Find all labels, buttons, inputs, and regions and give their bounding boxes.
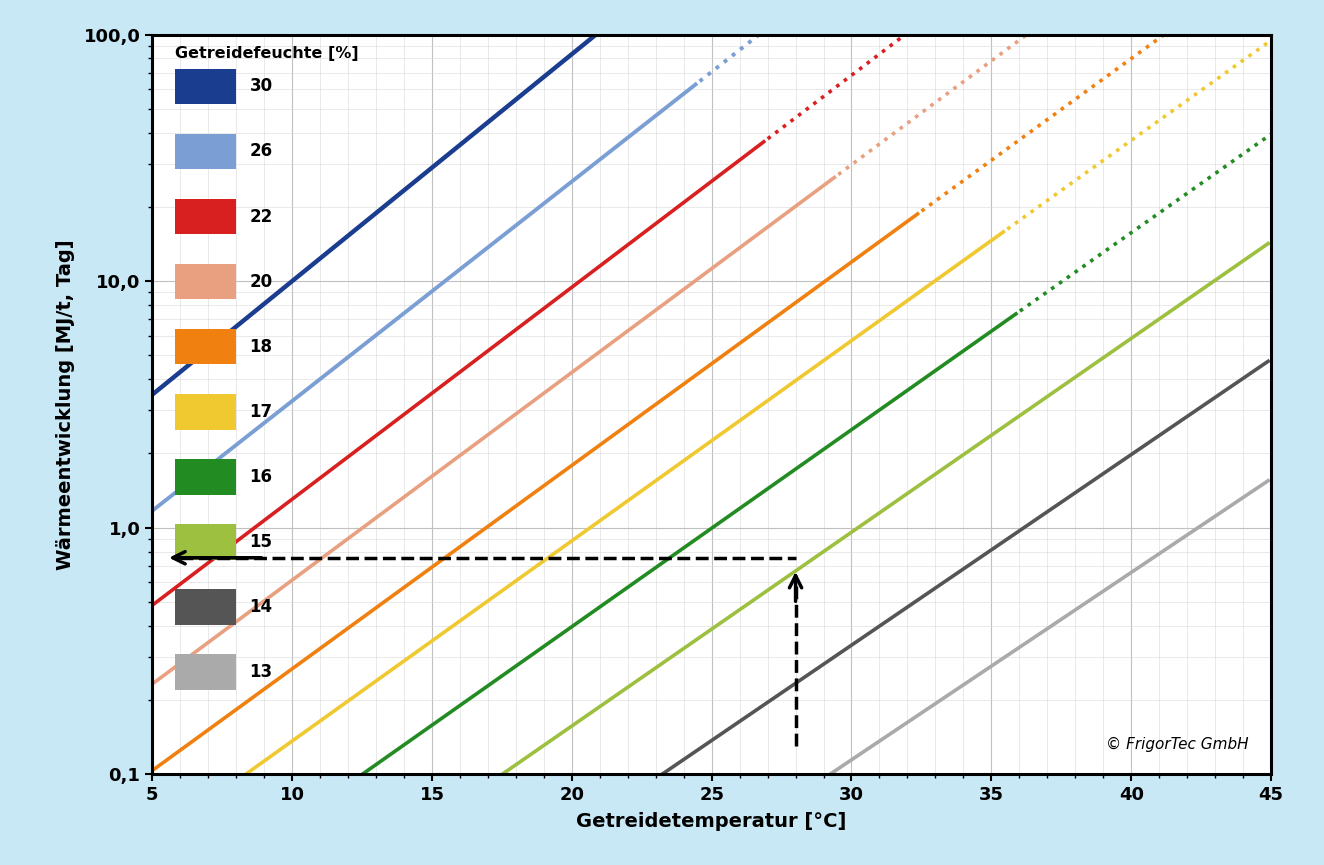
- Bar: [175, 264, 236, 299]
- Bar: [175, 589, 236, 625]
- Text: 15: 15: [250, 533, 273, 551]
- Text: © FrigorTec GmbH: © FrigorTec GmbH: [1106, 737, 1249, 752]
- Bar: [175, 459, 236, 495]
- Text: 20: 20: [250, 272, 273, 291]
- Text: 14: 14: [250, 598, 273, 616]
- Bar: [175, 199, 236, 234]
- Bar: [175, 68, 236, 104]
- Bar: [175, 654, 236, 690]
- Bar: [175, 134, 236, 170]
- Text: 22: 22: [250, 208, 273, 226]
- X-axis label: Getreidetemperatur [°C]: Getreidetemperatur [°C]: [576, 812, 847, 831]
- Bar: [175, 394, 236, 430]
- Text: 30: 30: [250, 77, 273, 95]
- Text: 18: 18: [250, 337, 273, 356]
- Text: 26: 26: [250, 143, 273, 160]
- Text: 13: 13: [250, 663, 273, 681]
- Text: 17: 17: [250, 403, 273, 420]
- Bar: [175, 329, 236, 364]
- Text: Getreidefeuchte [%]: Getreidefeuchte [%]: [175, 46, 359, 61]
- Bar: [175, 524, 236, 560]
- Text: 16: 16: [250, 468, 273, 486]
- Y-axis label: Wärmeentwicklung [MJ/t, Tag]: Wärmeentwicklung [MJ/t, Tag]: [56, 239, 75, 570]
